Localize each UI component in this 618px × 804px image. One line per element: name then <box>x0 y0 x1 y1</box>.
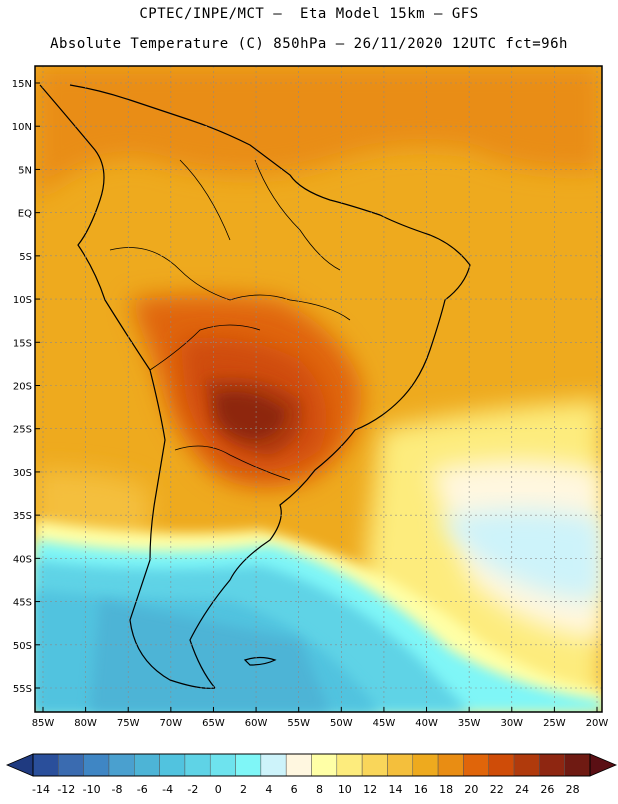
lat-label: 15S <box>13 338 32 349</box>
lon-label: 20W <box>586 718 609 729</box>
colorbar-label: 6 <box>291 783 298 796</box>
lat-label: 40S <box>13 554 32 565</box>
colorbar-swatch <box>336 753 363 777</box>
colorbar-swatch <box>134 753 160 777</box>
colorbar-label: 28 <box>566 783 580 796</box>
colorbar-label: -12 <box>57 783 75 796</box>
colorbar-label: -2 <box>187 783 198 796</box>
colorbar-swatch <box>513 753 540 777</box>
colorbar-swatch <box>58 753 84 777</box>
colorbar-label: 10 <box>338 783 352 796</box>
lat-label: 20S <box>13 382 32 393</box>
colorbar-swatch <box>564 753 591 777</box>
colorbar-left-arrow <box>5 753 34 777</box>
lon-label: 40W <box>415 718 438 729</box>
colorbar-label: -14 <box>32 783 50 796</box>
map-frame <box>34 65 603 713</box>
lon-label: 70W <box>160 718 183 729</box>
lon-label: 75W <box>117 718 140 729</box>
country-borders <box>109 159 351 481</box>
colorbar-swatch <box>361 753 388 777</box>
colorbar-label: -4 <box>162 783 173 796</box>
colorbar-swatch <box>488 753 515 777</box>
colorbar-swatch <box>108 753 135 777</box>
colorbar-swatch <box>311 753 338 777</box>
lon-label: 60W <box>245 718 268 729</box>
temperature-field <box>35 66 602 712</box>
colorbar-swatch <box>184 753 211 777</box>
colorbar: -14 -12 -10 -8 -6 -4 -2 0 2 4 6 8 10 12 14 16 18 20 22 24 26… <box>5 753 618 796</box>
coastlines <box>39 84 471 689</box>
lat-label: EQ <box>18 209 32 220</box>
colorbar-label: 18 <box>439 783 453 796</box>
lat-label: 10N <box>12 122 32 133</box>
lon-label: 25W <box>543 718 566 729</box>
lat-label: 50S <box>13 641 32 652</box>
lat-label: 5N <box>18 165 32 176</box>
lat-label: 55S <box>13 684 32 695</box>
colorbar-swatch <box>285 753 312 777</box>
colorbar-swatch <box>260 753 287 777</box>
colorbar-swatch <box>412 753 439 777</box>
lon-label: 80W <box>74 718 97 729</box>
colorbar-label: -10 <box>83 783 101 796</box>
colorbar-label: 4 <box>265 783 272 796</box>
lon-label: 55W <box>287 718 310 729</box>
colorbar-label: 12 <box>363 783 377 796</box>
colorbar-swatch <box>83 753 110 777</box>
colorbar-label: 22 <box>490 783 504 796</box>
colorbar-outline <box>32 753 591 777</box>
colorbar-label: 14 <box>388 783 402 796</box>
colorbar-label: 24 <box>515 783 529 796</box>
colorbar-label: -8 <box>111 783 122 796</box>
colorbar-label: 8 <box>316 783 323 796</box>
lon-label: 85W <box>32 718 55 729</box>
colorbar-swatch <box>209 753 236 777</box>
colorbar-swatch <box>539 753 565 777</box>
lon-label: 45W <box>373 718 396 729</box>
colorbar-label: 2 <box>240 783 247 796</box>
map-title-line-1: CPTEC/INPE/MCT – Eta Model 15km – GFS <box>139 6 479 22</box>
lat-label: 10S <box>13 295 32 306</box>
colorbar-label: 20 <box>464 783 478 796</box>
colorbar-label: -6 <box>137 783 148 796</box>
lat-label: 15N <box>12 79 32 90</box>
lat-label: 30S <box>13 468 32 479</box>
colorbar-swatch <box>159 753 186 777</box>
lat-label: 45S <box>13 598 32 609</box>
lat-label: 5S <box>19 252 32 263</box>
colorbar-label: 0 <box>215 783 222 796</box>
longitude-labels: 85W 80W 75W 70W 65W 60W 55W 50W 45W 40W 35W 30W 25W 2… <box>32 707 609 729</box>
lon-label: 35W <box>458 718 481 729</box>
colorbar-swatch <box>463 753 489 777</box>
lon-label: 65W <box>202 718 225 729</box>
colorbar-swatch <box>387 753 414 777</box>
latitude-labels: 15N 10N 5N EQ 5S 10S 15S 20S 25S 30S 35S 40S 45S 50S 5… <box>12 79 40 695</box>
map-title-line-2: Absolute Temperature (C) 850hPa – 26/11/… <box>50 36 568 52</box>
colorbar-label: 26 <box>540 783 554 796</box>
colorbar-right-arrow <box>589 753 618 777</box>
lon-label: 30W <box>500 718 523 729</box>
colorbar-swatch <box>235 753 262 777</box>
lon-label: 50W <box>330 718 353 729</box>
lat-label: 25S <box>13 425 32 436</box>
colorbar-swatch <box>437 753 464 777</box>
colorbar-label: 16 <box>414 783 428 796</box>
colorbar-swatch <box>32 753 59 777</box>
lat-label: 35S <box>13 511 32 522</box>
